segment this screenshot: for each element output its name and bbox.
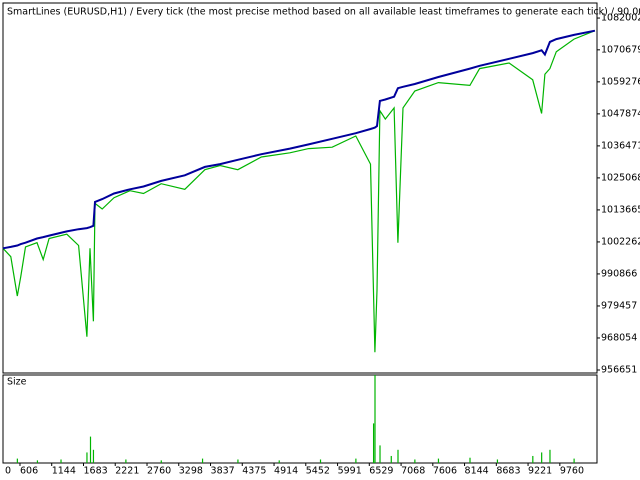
bar <box>160 460 162 463</box>
plots: 1082002 1070679 1059276 1047874 1036471 10250… <box>2 13 640 477</box>
x-tick-label: 5991 <box>338 466 362 477</box>
bar <box>278 460 280 463</box>
series-line <box>2 29 596 250</box>
bar <box>16 458 18 463</box>
y-tick-label: 1070679 <box>601 44 640 55</box>
bar <box>92 449 95 463</box>
bar <box>201 458 204 463</box>
x-tick-label: 1144 <box>52 466 76 477</box>
y-tick-label: 1025068 <box>601 172 640 183</box>
x-tick-label: 3837 <box>211 466 235 477</box>
chart-title: SmartLines (EURUSD,H1) / Every tick (the… <box>7 7 640 18</box>
bar <box>469 457 471 463</box>
bar <box>319 459 322 463</box>
x-tick-label: 7068 <box>401 466 425 477</box>
x-tick-label: 2221 <box>115 466 139 477</box>
x-tick-label: 2760 <box>147 466 171 477</box>
bar <box>86 452 88 463</box>
y-tick-label: 990866 <box>601 268 637 279</box>
bar <box>60 459 62 463</box>
x-tick-label: 4914 <box>274 466 298 477</box>
bar <box>355 458 357 463</box>
bar <box>125 459 127 463</box>
x-tick-label: 5452 <box>306 466 330 477</box>
bar <box>532 455 534 463</box>
x-tick-label: 9221 <box>528 466 552 477</box>
y-tick-label: 1002262 <box>601 236 640 247</box>
y-tick-label: 956651 <box>601 364 637 375</box>
y-tick-label: 968054 <box>601 332 637 343</box>
bar <box>36 460 39 463</box>
x-tick-label: 606 <box>20 466 38 477</box>
bar <box>374 375 376 463</box>
x-tick-label: 4375 <box>242 466 266 477</box>
size-panel <box>2 374 598 464</box>
series-line <box>2 30 596 353</box>
x-tick-label: 0 <box>5 466 11 477</box>
bar <box>549 449 551 463</box>
x-tick-label: 7606 <box>433 466 457 477</box>
x-tick-label: 6529 <box>369 466 393 477</box>
bar <box>573 458 575 463</box>
y-tick-label: 1013665 <box>601 204 640 215</box>
y-tick-label: 1082002 <box>601 13 640 24</box>
bar <box>541 452 543 463</box>
bar <box>397 449 399 463</box>
bar <box>372 423 375 463</box>
y-tick-label: 1059276 <box>601 76 640 87</box>
y-tick-label: 1047874 <box>601 108 640 119</box>
x-tick-label: 9760 <box>560 466 584 477</box>
y-tick-label: 979457 <box>601 300 637 311</box>
bar <box>237 459 239 463</box>
x-tick-label: 8144 <box>465 466 489 477</box>
bar <box>89 436 92 463</box>
y-tick-label: 1036471 <box>601 140 640 151</box>
x-tick-label: 1683 <box>84 466 108 477</box>
x-tick-label: 8683 <box>496 466 520 477</box>
bar <box>496 459 499 463</box>
x-tick-label: 3298 <box>179 466 203 477</box>
bar <box>437 458 440 463</box>
bar <box>390 455 392 463</box>
bar <box>414 459 416 463</box>
panel-title: Size <box>7 377 27 388</box>
bar <box>379 445 381 463</box>
